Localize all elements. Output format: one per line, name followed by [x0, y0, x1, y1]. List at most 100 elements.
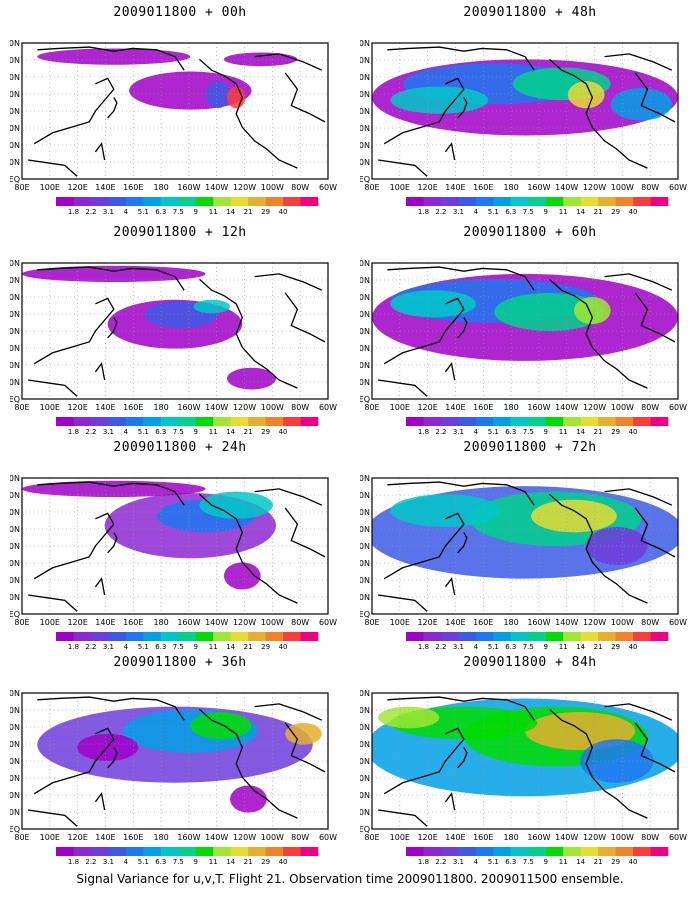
colorbar-swatch: [545, 197, 564, 206]
colorbar-swatch: [143, 632, 162, 641]
colorbar-label: 9: [543, 858, 547, 865]
colorbar-label: 14: [226, 428, 235, 435]
lon-tick-label: 120W: [233, 833, 256, 842]
coastline: [387, 696, 535, 721]
lat-tick-label: 60N: [10, 508, 20, 517]
colorbar-label: 2.2: [85, 858, 96, 865]
colorbar-swatch: [633, 632, 651, 641]
lat-tick-label: 60N: [360, 723, 370, 732]
lon-tick-label: 100W: [261, 183, 284, 192]
colorbar-label: 3.1: [453, 428, 464, 435]
colorbar-label: 7.5: [173, 428, 184, 435]
colorbar-label: 9: [193, 858, 197, 865]
lon-tick-label: 100E: [390, 403, 410, 412]
colorbar-swatch: [178, 632, 197, 641]
colorbar-swatch: [160, 197, 179, 206]
coastline: [107, 747, 118, 769]
colorbar-swatch: [580, 632, 599, 641]
variance-field: [22, 43, 328, 179]
lon-tick-label: 120E: [67, 403, 87, 412]
lon-tick-label: 160W: [527, 833, 550, 842]
coastline: [444, 792, 456, 811]
colorbar-label: 7.5: [523, 858, 534, 865]
coastline: [383, 727, 465, 795]
colorbar-label: 9: [543, 208, 547, 215]
lat-tick-label: 40N: [360, 107, 370, 116]
lon-tick-label: 140W: [555, 183, 578, 192]
lon-tick-label: 120W: [233, 618, 256, 627]
lon-tick-label: 160W: [177, 618, 200, 627]
colorbar-swatch: [650, 632, 669, 641]
map-plot: 80E 100E 120E 140E 160E 180 160W 140W 120W 100W 80…: [360, 259, 687, 412]
lat-tick-label: 30N: [360, 124, 370, 133]
colorbar-swatch: [213, 847, 231, 856]
coastline: [604, 488, 673, 506]
colorbar-label: 4: [474, 643, 479, 650]
coastline: [284, 72, 326, 123]
lon-tick-label: 100E: [40, 403, 60, 412]
colorbar-swatch: [475, 417, 494, 426]
colorbar-label: 40: [629, 643, 638, 650]
colorbar-swatch: [265, 847, 284, 856]
variance-area: [390, 494, 501, 527]
colorbar-swatch: [178, 197, 197, 206]
colorbar-label: 11: [559, 858, 568, 865]
colorbar-swatch: [56, 197, 74, 206]
colorbar-label: 4: [124, 643, 129, 650]
colorbar: 1.8 2.2 3.1 4 5.1 6.3 7.5 9 11 14 21 29 40: [56, 417, 319, 435]
variance-area: [227, 367, 276, 390]
colorbar-swatch: [563, 197, 581, 206]
map-plot: 80E 100E 120E 140E 160E 180 160W 140W 120W 100W 80…: [360, 474, 687, 627]
coastline: [549, 278, 648, 389]
colorbar-swatch: [423, 197, 442, 206]
colorbar-swatch: [580, 417, 599, 426]
lon-tick-label: 180: [153, 183, 168, 192]
lat-tick-label: 10N: [360, 593, 370, 602]
lon-tick-label: 180: [153, 618, 168, 627]
panel-title: 2009011800 + 72h: [463, 440, 597, 455]
lon-tick-label: 120E: [67, 183, 87, 192]
map-frame: [371, 477, 679, 615]
colorbar-swatch: [423, 632, 442, 641]
coastline: [444, 362, 456, 381]
lat-tick-label: 50N: [10, 90, 20, 99]
coastline: [604, 273, 673, 291]
colorbar-swatch: [475, 197, 494, 206]
colorbar-label: 21: [594, 208, 603, 215]
variance-area: [22, 480, 206, 498]
colorbar-label: 3.1: [453, 208, 464, 215]
lon-tick-label: 120E: [417, 403, 437, 412]
colorbar-swatch: [475, 847, 494, 856]
colorbar-label: 21: [594, 643, 603, 650]
colorbar-swatch: [178, 417, 197, 426]
coastline: [107, 97, 118, 119]
map-frame: [21, 42, 329, 180]
colorbar-swatch: [108, 847, 127, 856]
lon-tick-label: 100W: [611, 183, 634, 192]
map-plot: 80E 100E 120E 140E 160E 180 160W 140W 120W 100W 80…: [10, 689, 337, 842]
colorbar-label: 2.2: [435, 208, 446, 215]
lon-tick-label: 120W: [583, 833, 606, 842]
variance-area: [390, 86, 489, 114]
colorbar-swatch: [56, 632, 74, 641]
lat-tick-label: EQ: [10, 825, 20, 834]
colorbar-label: 40: [629, 208, 638, 215]
colorbar-swatch: [563, 417, 581, 426]
colorbar-swatch: [143, 417, 162, 426]
map-frame: [371, 692, 679, 830]
lat-tick-label: 20N: [360, 141, 370, 150]
lat-tick-label: EQ: [10, 175, 20, 184]
colorbar-swatch: [300, 632, 319, 641]
lon-tick-label: 180: [503, 183, 518, 192]
colorbar-swatch: [650, 197, 669, 206]
coastline: [549, 708, 648, 819]
coastline: [254, 273, 323, 291]
lat-tick-label: 40N: [10, 757, 20, 766]
lat-tick-label: 50N: [10, 310, 20, 319]
lat-tick-label: 10N: [10, 158, 20, 167]
lon-tick-label: 120E: [67, 618, 87, 627]
coastline: [107, 532, 118, 554]
colorbar-label: 5.1: [488, 643, 499, 650]
coastline: [199, 278, 298, 389]
colorbar-swatch: [440, 632, 459, 641]
